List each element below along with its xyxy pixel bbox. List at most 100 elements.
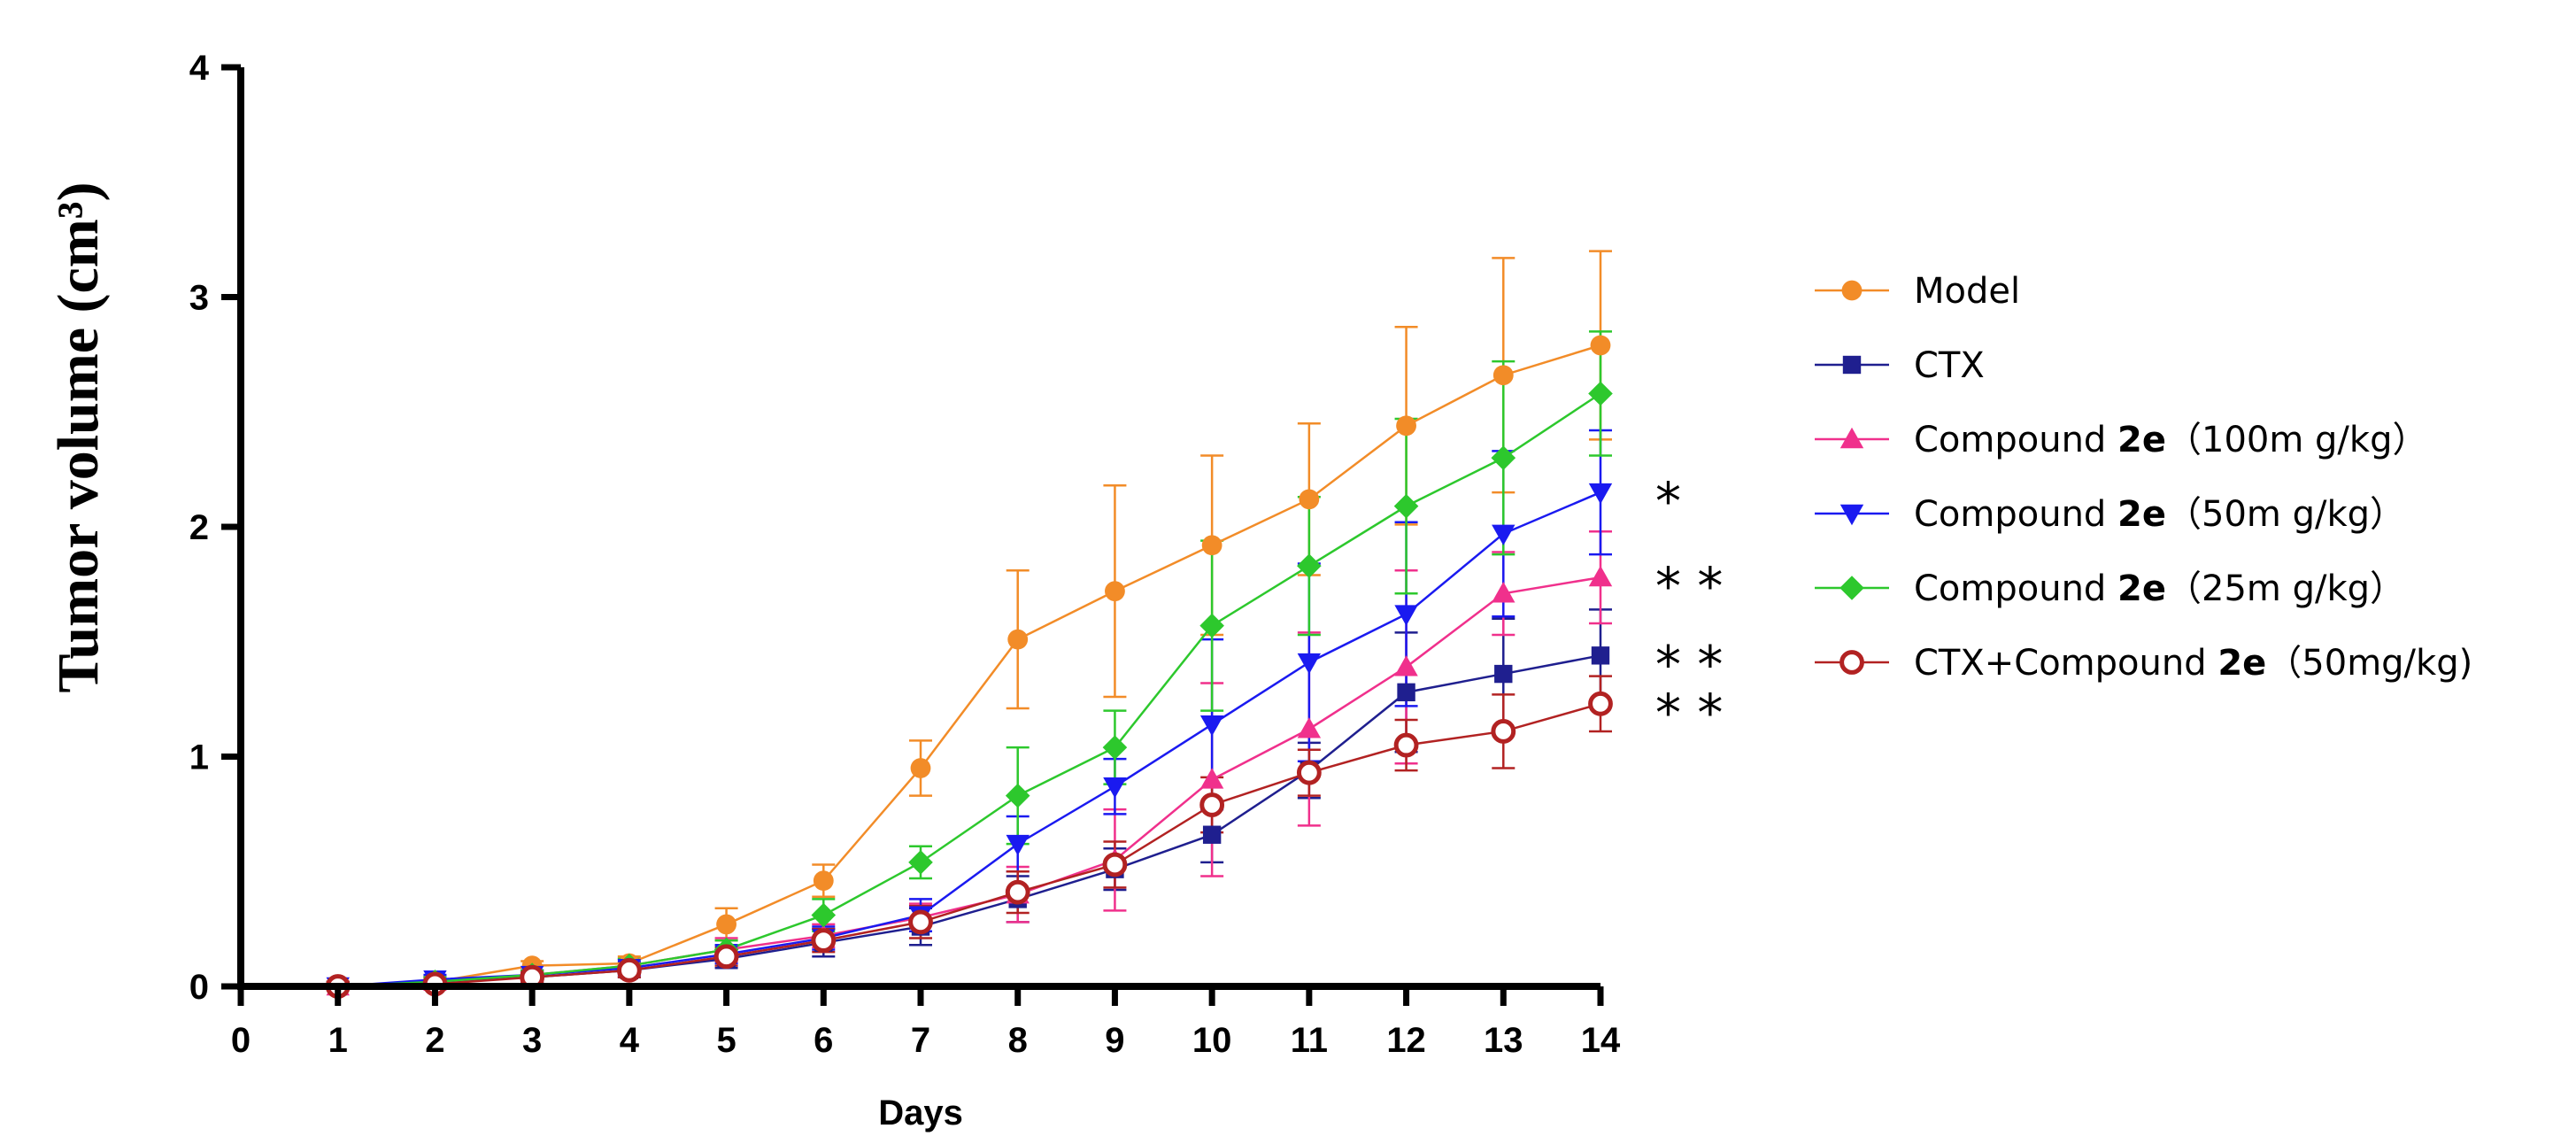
- data-point-s0-d9: [1105, 581, 1125, 602]
- data-point-s4-d13: [1491, 445, 1516, 470]
- legend-label-dose-4: （25m g/kg）: [2166, 568, 2405, 609]
- data-point-s5-d6: [811, 928, 837, 953]
- legend-label-compound-2: 2e: [2117, 420, 2166, 460]
- x-axis-title: Days: [878, 1094, 963, 1132]
- legend-label-compound-5: 2e: [2217, 643, 2266, 684]
- legend-marker-1: [1842, 355, 1862, 375]
- legend-label-name-4: Compound: [1914, 568, 2117, 609]
- significance-star-1: * *: [1655, 634, 1723, 694]
- x-tick-label-6: 6: [814, 1021, 833, 1060]
- data-point-s5-d7: [908, 909, 933, 935]
- y-axis-ticks: 0 1 2 3 4: [189, 49, 241, 1007]
- legend-label-dose-2: （100m g/kg）: [2166, 420, 2427, 460]
- data-point-s3-d8: [1006, 834, 1030, 856]
- x-tick-label-2: 2: [425, 1021, 444, 1060]
- legend-label-5: CTX+Compound 2e（50mg/kg): [1914, 643, 2472, 684]
- data-point-s5-d5: [713, 944, 739, 970]
- series-line-2: [337, 576, 1601, 988]
- legend-label-2: Compound 2e（100m g/kg）: [1914, 420, 2427, 460]
- x-tick-label-11: 11: [1291, 1021, 1328, 1060]
- data-point-s3-d13: [1492, 524, 1516, 545]
- x-tick-label-12: 12: [1386, 1021, 1426, 1060]
- data-point-s4-d7: [908, 850, 933, 875]
- legend-label-4: Compound 2e（25m g/kg）: [1914, 568, 2405, 609]
- data-point-s2-d10: [1199, 768, 1224, 789]
- x-tick-label-4: 4: [620, 1021, 640, 1060]
- data-point-s0-d5: [716, 914, 737, 935]
- x-tick-label-0: 0: [231, 1021, 251, 1060]
- data-point-s3-d10: [1199, 715, 1224, 737]
- y-tick-label-4: 4: [189, 49, 210, 88]
- data-point-s1-d12: [1397, 683, 1415, 702]
- data-point-s3-d12: [1394, 605, 1418, 626]
- series-line-5: [337, 702, 1601, 988]
- data-point-s0-d14: [1590, 335, 1611, 356]
- x-tick-label-9: 9: [1105, 1021, 1124, 1060]
- legend-label-name-0: Model: [1914, 271, 2020, 312]
- series-markers: [325, 335, 1613, 999]
- data-point-s4-d14: [1588, 381, 1613, 406]
- legend-marker-0: [1841, 280, 1863, 301]
- significance-star-5: * *: [1655, 683, 1723, 743]
- data-point-s4-d11: [1297, 553, 1322, 578]
- legend-label-name-1: CTX: [1914, 345, 1985, 386]
- legend-label-compound-3: 2e: [2117, 494, 2166, 535]
- data-point-s0-d11: [1299, 489, 1320, 510]
- legend-label-name-5: CTX+Compound: [1914, 643, 2217, 684]
- axes: [237, 67, 1600, 990]
- y-tick-label-3: 3: [189, 279, 209, 318]
- x-axis-ticks: 0 1 2 3 4 5 6 7 8 9 10 11 12 13 14: [231, 986, 1621, 1060]
- x-tick-label-8: 8: [1008, 1021, 1028, 1060]
- x-tick-label-1: 1: [328, 1021, 348, 1060]
- significance-markers: * ** *** *: [1655, 471, 1723, 743]
- data-point-s5-d8: [1005, 879, 1030, 905]
- legend-marker-5: [1839, 650, 1864, 675]
- legend-label-dose-5: （50mg/kg): [2266, 643, 2472, 684]
- data-point-s5-d4: [616, 957, 642, 983]
- data-point-s5-d12: [1393, 732, 1419, 758]
- data-point-s0-d7: [910, 758, 931, 778]
- legend-label-compound-4: 2e: [2117, 568, 2166, 609]
- legend-label-0: Model: [1914, 271, 2020, 312]
- x-tick-label-5: 5: [716, 1021, 736, 1060]
- legend-marker-2: [1839, 427, 1864, 449]
- data-point-s3-d11: [1297, 653, 1322, 675]
- data-point-s0-d10: [1201, 535, 1222, 556]
- legend-marker-3: [1839, 504, 1864, 526]
- legend-label-1: CTX: [1914, 345, 1985, 386]
- legend-label-dose-3: （50m g/kg）: [2166, 494, 2405, 535]
- data-point-s4-d8: [1005, 783, 1030, 808]
- data-point-s1-d14: [1591, 646, 1610, 665]
- data-point-s2-d12: [1394, 655, 1418, 676]
- data-point-s3-d14: [1588, 483, 1613, 505]
- y-tick-label-1: 1: [189, 738, 209, 777]
- y-tick-label-0: 0: [189, 968, 209, 1007]
- data-point-s0-d12: [1396, 415, 1416, 437]
- data-point-s1-d10: [1202, 825, 1222, 844]
- data-point-s2-d14: [1588, 565, 1613, 587]
- x-tick-label-7: 7: [911, 1021, 930, 1060]
- legend-label-name-3: Compound: [1914, 494, 2117, 535]
- series-line-0: [337, 344, 1601, 988]
- x-tick-label-10: 10: [1192, 1021, 1232, 1060]
- x-tick-label-3: 3: [522, 1021, 542, 1060]
- data-point-s0-d13: [1492, 365, 1514, 386]
- data-point-s4-d9: [1102, 735, 1128, 760]
- legend-label-name-2: Compound: [1914, 420, 2117, 460]
- data-point-s4-d6: [811, 902, 837, 928]
- legend-marker-4: [1839, 576, 1864, 600]
- y-axis-title: Tumor volume (cm³): [46, 182, 111, 692]
- data-point-s3-d9: [1103, 777, 1127, 799]
- data-point-s5-d14: [1588, 691, 1613, 716]
- data-point-s0-d6: [813, 870, 834, 892]
- data-point-s1-d13: [1494, 664, 1513, 684]
- data-point-s5-d9: [1102, 852, 1128, 877]
- error-bars: [326, 250, 1612, 988]
- series-line-4: [337, 392, 1601, 988]
- data-point-s0-d8: [1007, 629, 1029, 650]
- data-point-s4-d10: [1199, 613, 1224, 638]
- x-tick-label-14: 14: [1581, 1021, 1621, 1060]
- data-point-s2-d11: [1297, 717, 1322, 738]
